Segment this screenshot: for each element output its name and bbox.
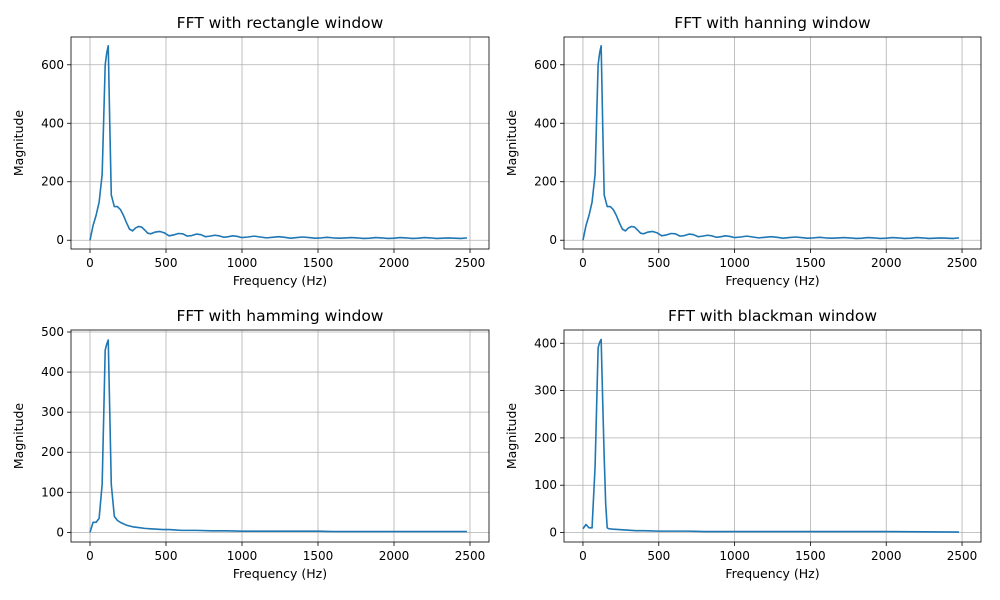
x-tick-label: 2500	[947, 549, 978, 563]
x-tick-label: 1500	[795, 549, 826, 563]
x-tick-label: 2000	[871, 256, 902, 270]
x-axis-label: Frequency (Hz)	[233, 566, 327, 581]
y-tick-label: 600	[534, 58, 557, 72]
x-tick-label: 2500	[947, 256, 978, 270]
series-line-1	[89, 339, 467, 533]
x-tick-label: 1500	[303, 256, 334, 270]
x-axis-label: Frequency (Hz)	[233, 273, 327, 288]
x-tick-label: 500	[647, 549, 670, 563]
x-axis-label: Frequency (Hz)	[725, 566, 819, 581]
y-tick-label: 200	[534, 431, 557, 445]
y-tick-label: 400	[41, 365, 64, 379]
y-tick-label: 100	[41, 485, 64, 499]
chart-title: FFT with rectangle window	[177, 14, 384, 32]
axes-frame	[563, 329, 982, 543]
series-line-1	[582, 44, 960, 241]
x-tick-label: 2000	[379, 549, 410, 563]
y-tick-label: 400	[534, 116, 557, 130]
y-tick-label: 100	[534, 478, 557, 492]
x-tick-label: 1500	[303, 549, 334, 563]
chart-panel-3: 0 500 1000 1500 2000 2500 0 100 200 300 400 500 FFT …	[11, 307, 490, 581]
x-tick-label: 1000	[227, 549, 258, 563]
chart-title: FFT with hanning window	[674, 14, 871, 32]
x-tick-label: 1000	[227, 256, 258, 270]
x-tick-label: 500	[647, 256, 670, 270]
axes-frame	[70, 36, 490, 250]
x-tick-label: 0	[579, 549, 587, 563]
y-axis-label: Magnitude	[11, 403, 26, 470]
x-tick-label: 2000	[871, 549, 902, 563]
x-tick-label: 0	[86, 256, 94, 270]
y-tick-label: 200	[41, 175, 64, 189]
y-tick-label: 500	[41, 325, 64, 339]
chart-title: FFT with blackman window	[668, 307, 877, 325]
y-tick-label: 600	[41, 58, 64, 72]
y-tick-label: 400	[41, 116, 64, 130]
x-tick-label: 1000	[719, 256, 750, 270]
x-tick-label: 0	[86, 549, 94, 563]
chart-panel-2: 0 500 1000 1500 2000 2500 0 200 400 600 FFT with h…	[504, 14, 982, 288]
chart-panel-4: 0 500 1000 1500 2000 2500 0 100 200 300 400 FFT wit…	[504, 307, 982, 581]
x-tick-label: 2000	[379, 256, 410, 270]
x-tick-label: 1500	[795, 256, 826, 270]
x-axis-label: Frequency (Hz)	[725, 273, 819, 288]
y-axis-label: Magnitude	[11, 110, 26, 177]
y-tick-label: 0	[549, 233, 557, 247]
y-tick-label: 0	[56, 233, 64, 247]
x-tick-label: 1000	[719, 549, 750, 563]
chart-panel-1: 0 500 1000 1500 2000 2500 0 200 400 600 FFT with r…	[11, 14, 490, 288]
y-tick-label: 200	[534, 175, 557, 189]
y-axis-label: Magnitude	[504, 110, 519, 177]
chart-title: FFT with hamming window	[177, 307, 384, 325]
x-tick-label: 500	[155, 549, 178, 563]
x-tick-label: 0	[579, 256, 587, 270]
axes-frame	[70, 329, 490, 543]
x-tick-label: 2500	[455, 256, 486, 270]
y-tick-label: 200	[41, 445, 64, 459]
y-tick-label: 300	[41, 405, 64, 419]
y-tick-label: 0	[549, 526, 557, 540]
axes-frame	[563, 36, 982, 250]
x-tick-label: 500	[155, 256, 178, 270]
y-tick-label: 400	[534, 336, 557, 350]
x-tick-label: 2500	[455, 549, 486, 563]
y-axis-label: Magnitude	[504, 403, 519, 470]
series-line-1	[582, 338, 960, 533]
y-tick-label: 0	[56, 525, 64, 539]
y-tick-label: 300	[534, 384, 557, 398]
series-line-1	[89, 44, 468, 241]
